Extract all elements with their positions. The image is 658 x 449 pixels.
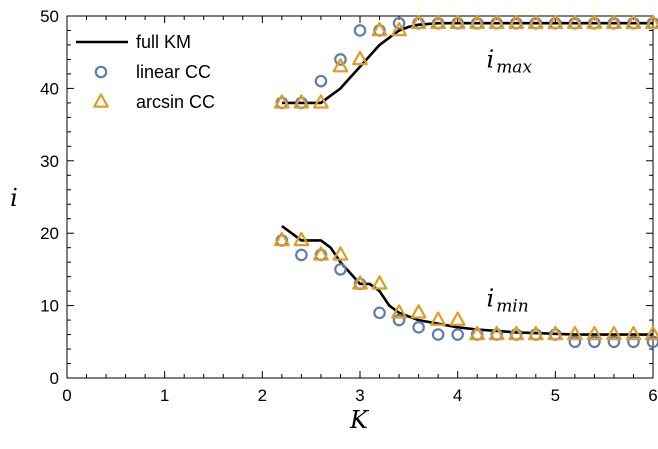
legend-label: arcsin CC: [136, 92, 215, 112]
arcsin-cc-point: [527, 14, 544, 29]
arcsin-cc-point: [391, 21, 407, 37]
arcsin-cc-point: [586, 14, 603, 29]
arcsin-cc-point: [449, 311, 466, 326]
linear-cc-point: [431, 328, 445, 341]
linear-cc-point: [568, 335, 582, 349]
arcsin-cc-point: [293, 231, 310, 247]
x-tick-label: 0: [62, 386, 71, 405]
legend-triangle-swatch: [93, 93, 109, 108]
annotation-subscript: max: [496, 57, 532, 77]
arcsin-cc-point: [430, 14, 446, 29]
linear-cc-point: [588, 335, 601, 349]
linear-cc-point: [646, 335, 658, 349]
x-tick-label: 1: [160, 386, 169, 405]
arcsin-cc-point: [391, 304, 407, 319]
y-tick-label: 30: [40, 152, 59, 171]
arcsin-cc-point: [332, 246, 349, 261]
linear-cc-point: [451, 328, 464, 341]
y-tick-label: 10: [40, 297, 59, 316]
x-tick-label: 5: [551, 386, 560, 405]
arcsin-cc-point: [625, 325, 642, 341]
arcsin-cc-point: [547, 14, 564, 29]
arcsin-cc-point: [352, 275, 368, 290]
arcsin-cc-point: [352, 50, 368, 66]
x-axis-label: K: [349, 406, 370, 434]
arcsin-cc-point: [625, 14, 642, 29]
arcsin-cc-point: [508, 14, 525, 29]
arcsin-cc-point: [547, 325, 564, 341]
full-km-line: [281, 224, 653, 336]
arcsin-cc-point: [410, 304, 427, 319]
x-tick-label: 4: [453, 386, 462, 405]
tick-labels: 0 1 2 3 4 5 6 0 10 20 30 40 50: [40, 7, 658, 405]
linear-cc-point: [607, 335, 621, 349]
annotation-min: i min: [487, 284, 529, 316]
full-km-line: [281, 21, 653, 105]
arcsin-cc-point: [332, 58, 349, 73]
arcsin-cc-point: [508, 325, 525, 341]
series-layer: [274, 14, 658, 349]
annotation-subscript: min: [496, 296, 529, 316]
linear-cc-point: [334, 53, 347, 66]
arcsin-cc-point: [645, 14, 658, 29]
markers-triangle: [274, 14, 658, 341]
y-tick-label: 40: [40, 79, 59, 98]
linear-cc-point: [392, 16, 406, 30]
arcsin-cc-point: [469, 14, 486, 29]
linear-cc-point: [334, 263, 347, 276]
arcsin-cc-point: [567, 14, 583, 29]
x-tick-label: 2: [258, 386, 267, 405]
linear-cc-point: [295, 248, 308, 262]
linear-cc-point: [314, 74, 328, 88]
annotation-max: i max: [487, 45, 533, 77]
linear-cc-point: [412, 321, 425, 334]
x-tick-label: 6: [648, 386, 657, 405]
arcsin-cc-point: [293, 94, 310, 109]
arcsin-cc-point: [469, 325, 486, 341]
arcsin-cc-point: [371, 275, 388, 290]
arcsin-cc-point: [586, 325, 603, 341]
linear-cc-point: [627, 335, 640, 349]
arcsin-cc-point: [449, 14, 466, 29]
arcsin-cc-point: [488, 325, 505, 341]
linear-cc-point: [353, 24, 367, 37]
y-tick-label: 50: [40, 7, 59, 26]
y-axis-label: i: [10, 184, 18, 212]
legend-circle-swatch: [94, 65, 108, 79]
arcsin-cc-point: [606, 14, 622, 29]
arcsin-cc-point: [488, 14, 505, 29]
legend: full KM linear CC arcsin CC: [76, 32, 215, 112]
arcsin-cc-point: [313, 94, 329, 109]
arcsin-cc-point: [313, 246, 329, 261]
linear-cc-point: [373, 306, 386, 320]
series-full-km: [281, 21, 653, 336]
arcsin-cc-point: [430, 311, 446, 326]
markers-circle: [275, 16, 658, 349]
arcsin-cc-point: [567, 325, 583, 341]
legend-label: full KM: [136, 32, 191, 52]
arcsin-cc-point: [410, 14, 427, 29]
arcsin-cc-point: [527, 325, 544, 341]
annotations: i max i min: [487, 45, 533, 316]
legend-label: linear CC: [136, 62, 211, 82]
arcsin-cc-point: [274, 231, 290, 247]
x-tick-label: 3: [355, 386, 364, 405]
arcsin-cc-point: [274, 94, 290, 109]
y-tick-label: 20: [40, 224, 59, 243]
arcsin-cc-point: [371, 21, 388, 37]
linear-cc-point: [392, 313, 406, 327]
arcsin-cc-point: [645, 325, 658, 341]
arcsin-cc-point: [606, 325, 622, 341]
y-tick-label: 0: [50, 369, 59, 388]
